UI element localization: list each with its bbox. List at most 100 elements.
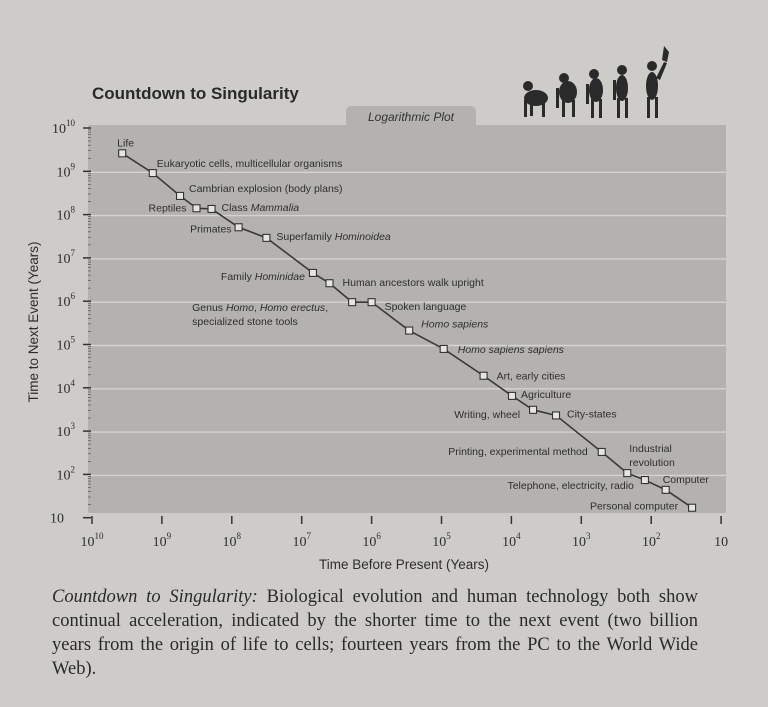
y-tick-label: 106: [57, 291, 76, 310]
point-label-segment: revolution: [629, 457, 675, 469]
tick-base: 10: [362, 535, 376, 550]
tick-exponent: 9: [167, 531, 172, 541]
y-tick-label: 102: [57, 464, 76, 483]
tick-base: 10: [153, 535, 167, 550]
point-label-segment: Human ancestors walk upright: [343, 277, 484, 289]
point-label: Industrial: [629, 443, 672, 455]
point-label: Class Mammalia: [222, 202, 300, 214]
point-label-segment: Reptiles: [149, 202, 187, 214]
point-label: Homo sapiens sapiens: [458, 344, 565, 356]
point-label-segment: Genus: [192, 302, 226, 314]
point-label: Cambrian explosion (body plans): [189, 183, 343, 195]
x-tick-label: 106: [362, 531, 381, 550]
point-label: specialized stone tools: [192, 316, 298, 328]
point-label: Superfamily Hominoidea: [276, 231, 391, 243]
point-label-segment: Class: [222, 202, 251, 214]
data-point: [148, 169, 157, 178]
tick-base: 10: [81, 535, 95, 550]
data-point: [348, 298, 357, 307]
tick-exponent: 10: [66, 118, 76, 128]
tick-exponent: 8: [237, 531, 242, 541]
data-point: [529, 405, 538, 414]
data-point: [597, 447, 606, 456]
point-label-segment: Industrial: [629, 443, 672, 455]
point-label-segment: Mammalia: [251, 202, 300, 214]
y-tick-label: 109: [57, 161, 76, 180]
point-label-segment: Life: [117, 137, 134, 149]
point-label: Writing, wheel: [454, 409, 520, 421]
tick-exponent: 5: [71, 335, 76, 345]
data-point: [175, 191, 185, 200]
point-label-segment: Printing, experimental method: [448, 446, 588, 458]
data-point: [479, 371, 488, 380]
point-label: Personal computer: [590, 501, 679, 513]
tick-base: 10: [52, 122, 66, 137]
plot-area: [88, 125, 726, 513]
point-label: Genus Homo, Homo erectus,: [192, 302, 328, 314]
tick-base: 10: [292, 535, 306, 550]
tick-exponent: 5: [446, 531, 451, 541]
data-point: [262, 233, 271, 242]
data-point: [623, 469, 632, 478]
tick-base: 10: [50, 512, 64, 527]
point-label: Printing, experimental method: [448, 446, 588, 458]
point-label: Telephone, electricity, radio: [507, 480, 634, 492]
point-label: revolution: [629, 457, 675, 469]
tick-base: 10: [432, 535, 446, 550]
point-label-segment: Superfamily: [276, 231, 334, 243]
data-point: [507, 391, 517, 400]
data-point: [325, 279, 334, 288]
tick-base: 10: [572, 535, 586, 550]
tick-base: 10: [57, 165, 71, 180]
point-label-segment: ,: [254, 302, 260, 314]
tick-exponent: 8: [71, 205, 76, 215]
point-label-segment: Telephone, electricity, radio: [507, 480, 634, 492]
point-label: Spoken language: [385, 301, 467, 313]
point-label-segment: Cambrian explosion (body plans): [189, 183, 343, 195]
tick-exponent: 9: [71, 161, 76, 171]
x-tick-label: 107: [292, 531, 311, 550]
y-tick-label: 103: [57, 421, 76, 440]
point-label: City-states: [567, 408, 617, 420]
point-label: Agriculture: [521, 389, 571, 401]
point-label-segment: Hominoidea: [335, 231, 391, 243]
point-label: Computer: [663, 474, 710, 486]
point-label-segment: Homo sapiens: [421, 319, 489, 331]
tick-exponent: 4: [71, 378, 76, 388]
tick-exponent: 2: [656, 531, 661, 541]
x-axis-label: Time Before Present (Years): [319, 557, 489, 572]
point-label-segment: Art, early cities: [497, 371, 566, 383]
data-point: [192, 204, 201, 213]
x-tick-label: 108: [223, 531, 242, 550]
tick-exponent: 6: [376, 531, 381, 541]
evolution-silhouette-icon: [523, 46, 669, 118]
tick-exponent: 7: [71, 248, 76, 258]
point-label: Primates: [190, 223, 231, 235]
tick-exponent: 4: [516, 531, 521, 541]
x-tick-label: 109: [153, 531, 172, 550]
tick-base: 10: [57, 382, 71, 397]
tick-base: 10: [57, 295, 71, 310]
x-tick-label: 105: [432, 531, 451, 550]
chart-title: Countdown to Singularity: [92, 84, 299, 103]
tick-exponent: 7: [306, 531, 311, 541]
series-line: [121, 152, 693, 509]
tick-base: 10: [223, 535, 237, 550]
point-label-segment: Hominidae: [255, 271, 305, 283]
point-label-segment: Homo: [226, 302, 254, 314]
data-point: [405, 326, 414, 335]
tick-base: 10: [714, 535, 728, 550]
point-label-segment: Eukaryotic cells, multicellular organism…: [157, 158, 343, 170]
point-label: Art, early cities: [497, 371, 566, 383]
point-label: Homo sapiens: [421, 319, 489, 331]
data-point: [661, 485, 670, 494]
tick-exponent: 3: [586, 531, 591, 541]
plot-tab: [346, 106, 476, 126]
tick-exponent: 2: [71, 464, 76, 474]
tick-base: 10: [642, 535, 656, 550]
point-label-segment: Writing, wheel: [454, 409, 520, 421]
point-label-segment: Primates: [190, 223, 231, 235]
caption-body: Biological evolution and human technolog…: [52, 587, 698, 679]
tick-base: 10: [57, 468, 71, 483]
